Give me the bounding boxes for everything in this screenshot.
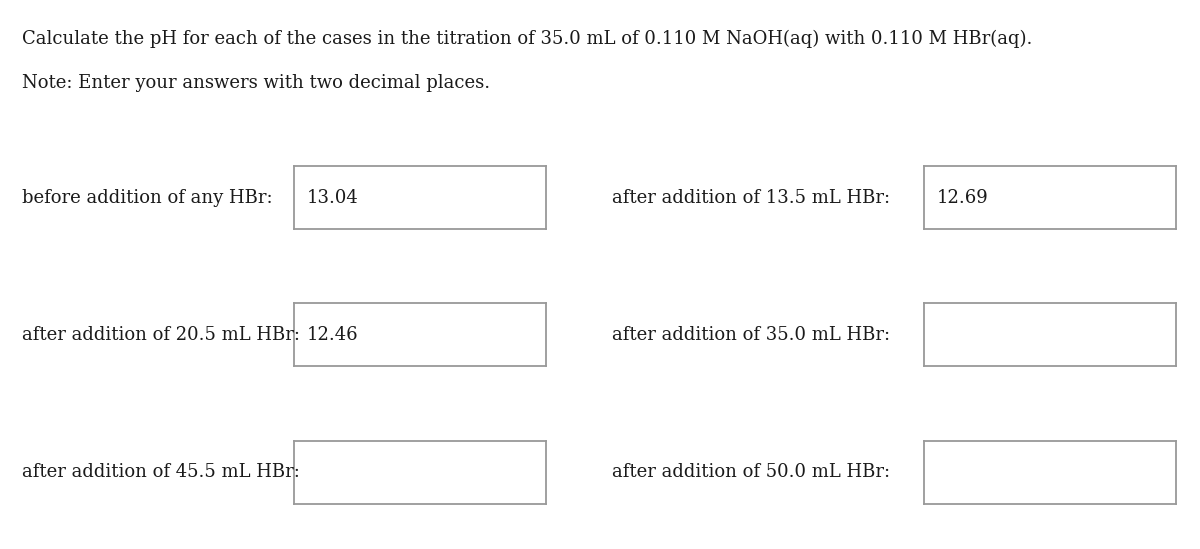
Text: 12.69: 12.69 — [937, 189, 989, 206]
Text: 13.04: 13.04 — [307, 189, 359, 206]
Text: Calculate the pH for each of the cases in the titration of 35.0 mL of 0.110 M Na: Calculate the pH for each of the cases i… — [22, 30, 1032, 48]
Text: Note: Enter your answers with two decimal places.: Note: Enter your answers with two decima… — [22, 74, 490, 92]
Text: 12.46: 12.46 — [307, 326, 359, 344]
Text: after addition of 45.5 mL HBr:: after addition of 45.5 mL HBr: — [22, 463, 300, 481]
Text: after addition of 13.5 mL HBr:: after addition of 13.5 mL HBr: — [612, 189, 890, 206]
Text: after addition of 20.5 mL HBr:: after addition of 20.5 mL HBr: — [22, 326, 300, 344]
Text: after addition of 50.0 mL HBr:: after addition of 50.0 mL HBr: — [612, 463, 890, 481]
Text: before addition of any HBr:: before addition of any HBr: — [22, 189, 272, 206]
Text: after addition of 35.0 mL HBr:: after addition of 35.0 mL HBr: — [612, 326, 890, 344]
